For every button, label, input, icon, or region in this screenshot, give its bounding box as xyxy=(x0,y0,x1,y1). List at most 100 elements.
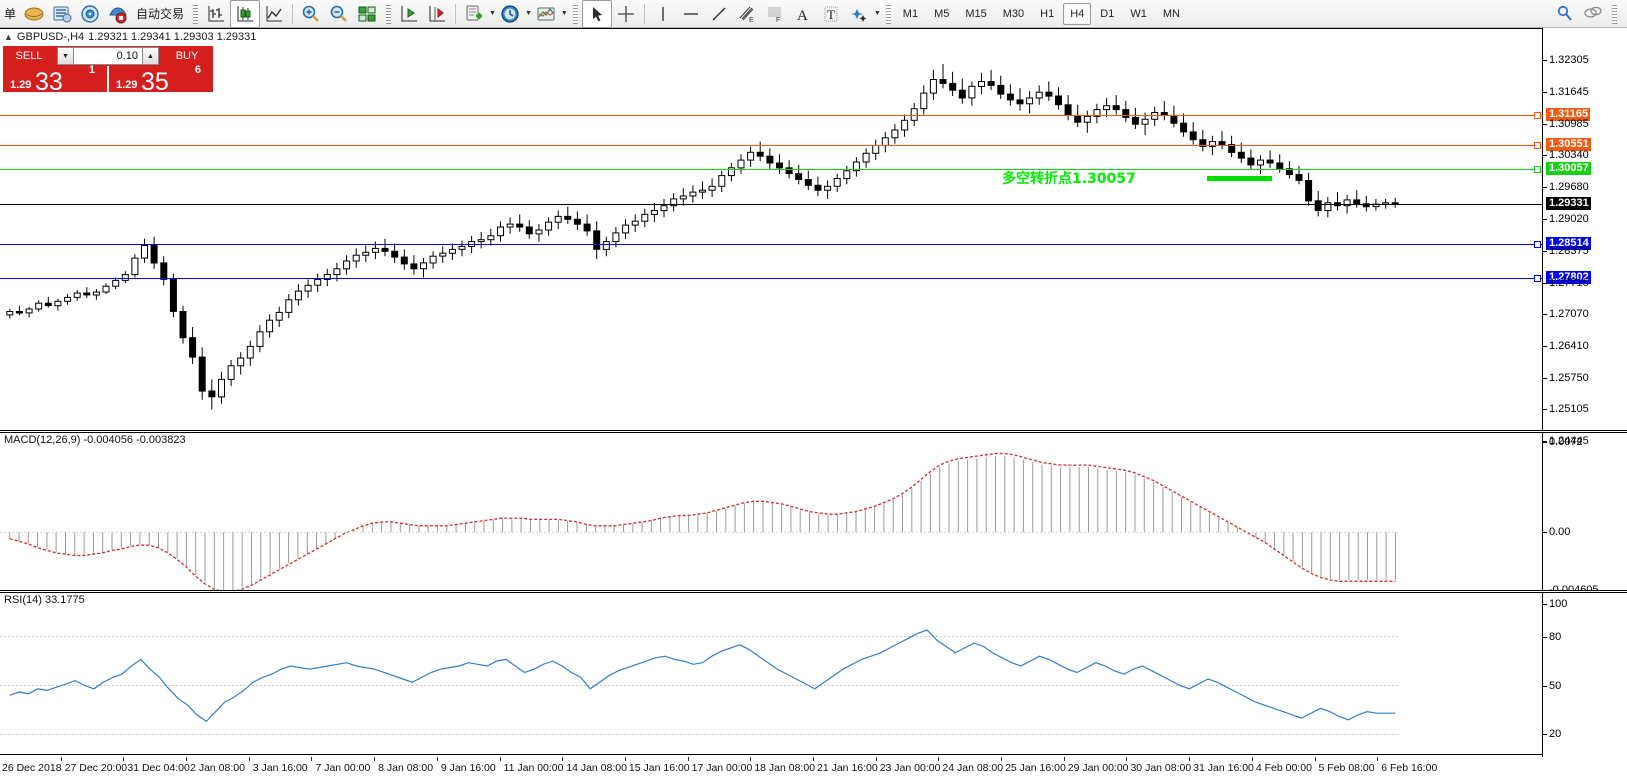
price-axis-label: 1.29020 xyxy=(1549,213,1589,226)
toolbar-grip-5[interactable] xyxy=(1611,3,1617,24)
level-handle[interactable] xyxy=(1534,141,1541,149)
buy-price-display[interactable]: 1.29 35 6 xyxy=(109,64,213,96)
timeframe-mn[interactable]: MN xyxy=(1162,7,1180,20)
bar-chart-icon[interactable] xyxy=(202,1,230,27)
zoom-out-icon[interactable] xyxy=(325,1,353,27)
toolbar-grip-2[interactable] xyxy=(385,3,392,24)
objects-list-icon[interactable] xyxy=(845,1,873,27)
buy-price-big: 35 xyxy=(141,68,169,96)
time-tick xyxy=(750,757,752,761)
toolbar-grip[interactable] xyxy=(192,3,199,24)
level-label-resistance[interactable]: 1.31165 xyxy=(1546,108,1591,122)
fibonacci-icon[interactable]: F xyxy=(761,1,789,27)
timeframe-d1[interactable]: D1 xyxy=(1100,7,1115,20)
period-clock-icon[interactable] xyxy=(496,1,524,27)
indicators-icon[interactable] xyxy=(532,1,560,27)
level-line-support[interactable] xyxy=(0,243,1543,245)
chart-shift-icon[interactable] xyxy=(395,1,423,27)
rsi-series[interactable] xyxy=(0,604,1543,754)
level-handle[interactable] xyxy=(1534,112,1541,120)
level-label-resistance[interactable]: 1.30551 xyxy=(1546,137,1591,151)
price-tick xyxy=(1543,187,1547,189)
level-label-support[interactable]: 1.27802 xyxy=(1546,271,1591,285)
price-tick xyxy=(1543,219,1547,221)
timeframe-w1[interactable]: W1 xyxy=(1130,7,1147,20)
price-tick xyxy=(1543,282,1547,284)
text-object-icon[interactable]: T xyxy=(817,1,845,27)
cursor-icon[interactable] xyxy=(581,0,612,28)
timeframe-m30[interactable]: M30 xyxy=(1002,7,1025,20)
candlestick-chart-icon[interactable] xyxy=(230,0,261,28)
level-label-support[interactable]: 1.28514 xyxy=(1546,236,1591,250)
level-label-last-price[interactable]: 1.29331 xyxy=(1546,197,1591,211)
chat-icon[interactable] xyxy=(1579,1,1607,27)
equidistant-channel-icon[interactable]: E xyxy=(733,1,761,27)
trendline-icon[interactable] xyxy=(705,1,733,27)
toolbar-grip-4[interactable] xyxy=(884,3,891,24)
auto-scroll-icon[interactable] xyxy=(423,1,451,27)
tile-windows-icon[interactable] xyxy=(353,1,381,27)
chevron-down-icon-indicators[interactable]: ▼ xyxy=(560,10,568,17)
search-icon[interactable] xyxy=(1551,1,1579,27)
level-line-last-price[interactable] xyxy=(0,204,1543,206)
autotrading-label[interactable]: 自动交易 xyxy=(136,7,185,21)
rsi-axis-label: 20 xyxy=(1549,728,1562,741)
collapse-triangle-icon[interactable]: ▲ xyxy=(4,32,13,42)
timeframe-h4[interactable]: H4 xyxy=(1063,2,1092,25)
volume-control[interactable]: ▼ 0.10 ▲ xyxy=(55,46,161,66)
volume-up-icon[interactable]: ▲ xyxy=(142,47,159,65)
level-line-support[interactable] xyxy=(0,278,1543,280)
sell-price-display[interactable]: 1.29 33 1 xyxy=(3,64,107,96)
autotrading-icon[interactable] xyxy=(104,1,132,27)
price-axis-label: 1.30340 xyxy=(1549,149,1589,162)
terminal-icon[interactable] xyxy=(20,1,48,27)
crosshair-icon[interactable] xyxy=(612,1,640,27)
navigator-icon[interactable] xyxy=(76,1,104,27)
new-order-label[interactable]: 单 xyxy=(4,7,17,21)
candlestick-series[interactable] xyxy=(0,48,1543,458)
line-chart-icon[interactable] xyxy=(260,1,288,27)
macd-series[interactable] xyxy=(0,442,1543,590)
time-axis-label: 15 Jan 16:00 xyxy=(628,762,690,774)
sell-price-prefix: 1.29 xyxy=(10,79,32,91)
time-tick xyxy=(938,757,940,761)
chevron-down-icon-templates[interactable]: ▼ xyxy=(489,10,496,17)
rsi-axis-label: 50 xyxy=(1549,679,1562,692)
macd-axis-label: 0.00 xyxy=(1549,526,1571,539)
time-axis-label: 24 Jan 08:00 xyxy=(942,762,1004,774)
level-label-pivot[interactable]: 1.30057 xyxy=(1546,161,1591,175)
timeframe-m5[interactable]: M5 xyxy=(934,7,950,20)
data-window-icon[interactable] xyxy=(48,1,76,27)
price-axis-label: 1.30985 xyxy=(1549,117,1589,130)
level-line-resistance[interactable] xyxy=(0,144,1543,146)
level-line-resistance[interactable] xyxy=(0,115,1543,117)
chevron-down-icon-period[interactable]: ▼ xyxy=(524,10,532,17)
volume-input[interactable]: 0.10 xyxy=(74,47,142,65)
level-handle[interactable] xyxy=(1534,165,1541,173)
time-axis-label: 18 Jan 08:00 xyxy=(754,762,816,774)
price-tick xyxy=(1543,377,1547,379)
time-tick xyxy=(311,757,313,761)
sell-button[interactable]: SELL xyxy=(3,46,55,66)
vertical-line-icon[interactable] xyxy=(649,1,677,27)
buy-button[interactable]: BUY xyxy=(161,46,213,66)
timeframe-h1[interactable]: H1 xyxy=(1040,7,1055,20)
text-label-icon[interactable]: A xyxy=(789,1,817,27)
price-tick xyxy=(1543,155,1547,157)
zoom-in-icon[interactable] xyxy=(297,1,325,27)
chart-area[interactable]: ▲ GBPUSD-,H4 1.29321 1.29341 1.29303 1.2… xyxy=(0,28,1627,779)
level-line-pivot[interactable] xyxy=(0,168,1543,170)
time-axis-label: 23 Jan 00:00 xyxy=(879,762,941,774)
volume-dropdown-icon[interactable]: ▼ xyxy=(57,47,74,65)
level-handle[interactable] xyxy=(1534,275,1541,283)
chevron-down-icon-objects[interactable]: ▼ xyxy=(873,10,881,17)
level-handle[interactable] xyxy=(1534,240,1541,248)
one-click-trade-panel[interactable]: SELL ▼ 0.10 ▲ BUY 1.29 33 1 1.29 35 6 xyxy=(3,46,213,96)
timeframe-m1[interactable]: M1 xyxy=(902,7,919,20)
chart-top-border xyxy=(0,28,1543,29)
toolbar-grip-3[interactable] xyxy=(571,3,578,24)
horizontal-line-icon[interactable] xyxy=(677,1,705,27)
timeframe-m15[interactable]: M15 xyxy=(965,7,987,20)
templates-icon[interactable] xyxy=(460,1,488,27)
